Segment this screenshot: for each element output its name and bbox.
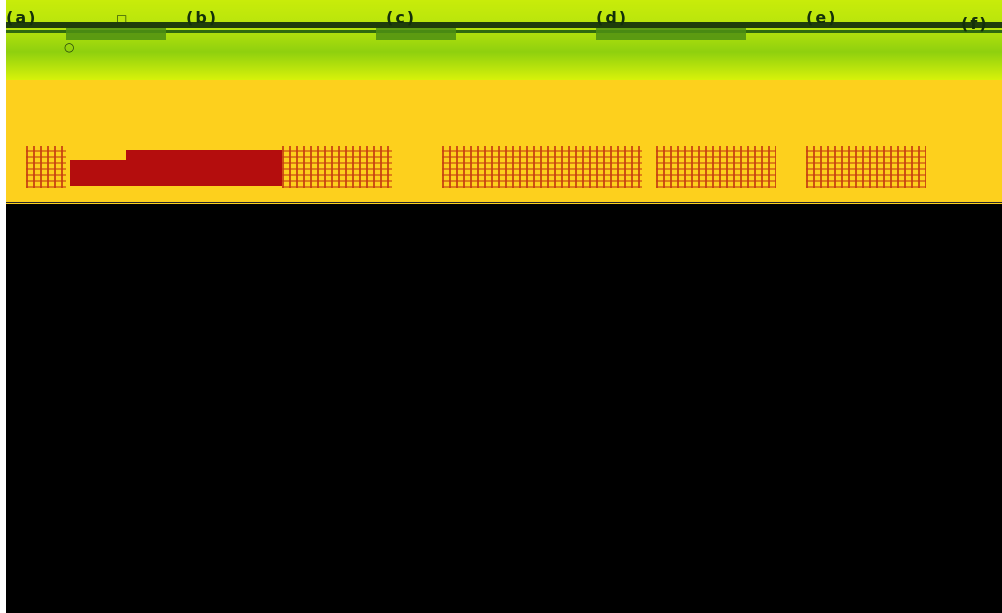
panel-label-a: (a) xyxy=(6,8,38,27)
shade-segment xyxy=(596,28,746,40)
panel-label-e: (e) xyxy=(806,8,838,27)
shade-segment xyxy=(66,28,166,40)
top-green-band: (a) (b) (c) (d) (e) (f) □ ○ xyxy=(6,0,1002,80)
separator-line xyxy=(6,202,1002,203)
circle-icon: ○ xyxy=(64,40,75,54)
red-noise-segment xyxy=(806,146,926,188)
panel-label-b: (b) xyxy=(186,8,219,27)
dark-stripe-secondary xyxy=(6,30,1002,33)
black-area xyxy=(6,204,1002,613)
red-noise-segment xyxy=(282,146,392,188)
red-noise-segment xyxy=(442,146,642,188)
red-noise-segment xyxy=(656,146,776,188)
red-noise-segment xyxy=(26,146,66,188)
shade-segment xyxy=(376,28,456,40)
square-icon: □ xyxy=(116,12,128,26)
dark-stripe xyxy=(6,22,1002,28)
red-block xyxy=(70,150,282,186)
panel-label-c: (c) xyxy=(386,8,417,27)
red-block-notch xyxy=(70,150,126,160)
panel-label-f: (f) xyxy=(961,14,989,33)
image-frame: (a) (b) (c) (d) (e) (f) □ ○ xyxy=(6,0,1002,613)
yellow-band xyxy=(6,80,1002,204)
panel-label-d: (d) xyxy=(596,8,629,27)
